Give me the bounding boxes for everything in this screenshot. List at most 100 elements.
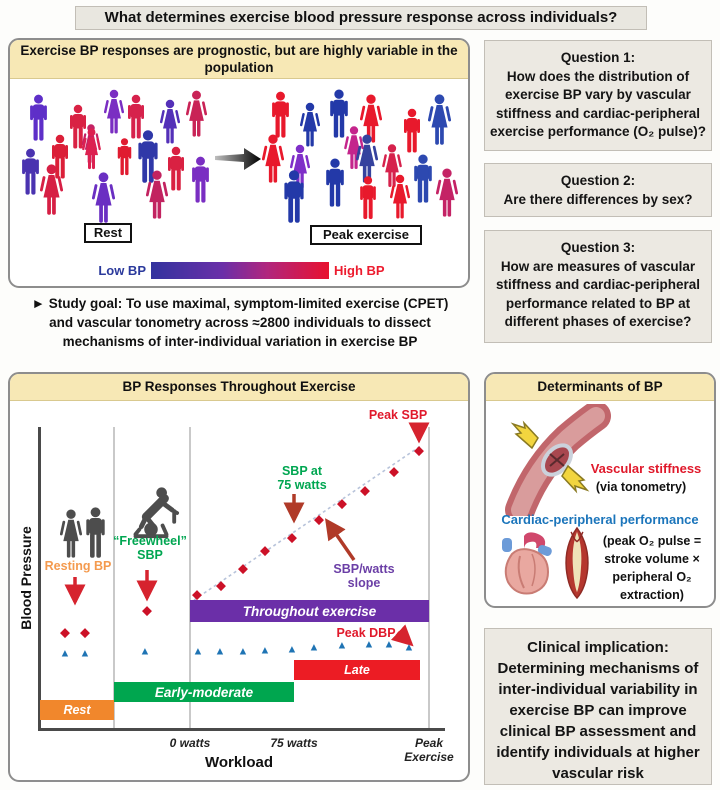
question-3-text: How are measures of vascular stiffness a… xyxy=(495,258,701,330)
person-male-icon xyxy=(326,158,344,207)
cardiac-peripheral-label: Cardiac-peripheral performance xyxy=(501,512,699,527)
chart-panel-header: BP Responses Throughout Exercise xyxy=(10,374,468,401)
person-female-icon xyxy=(428,94,451,145)
annotation-resting-bp: Resting BP xyxy=(44,559,112,573)
person-female-icon xyxy=(82,128,101,170)
x-tick-peak-exercise: Peak Exercise xyxy=(404,736,454,765)
dbp-point: ▲ xyxy=(259,644,271,657)
person-male-icon xyxy=(70,104,86,149)
gridline-0-watts xyxy=(189,427,191,728)
person-female-icon xyxy=(436,168,458,217)
person-female-icon xyxy=(300,102,320,147)
phase-bands: Rest Early-moderate Late Throughout exercis… xyxy=(10,374,468,780)
sbp-point: ◆ xyxy=(287,529,297,545)
dbp-point: ▲ xyxy=(214,645,226,658)
dbp-point: ▲ xyxy=(139,645,151,658)
sbp-point: ◆ xyxy=(314,511,324,527)
chart-annotations: Resting BP “Freewheel” SBP SBP at 75 watts SB… xyxy=(10,374,468,780)
person-male-icon xyxy=(128,94,144,139)
person-male-icon xyxy=(22,148,39,195)
muscle-icon xyxy=(565,526,589,600)
study-goal-line3: mechanisms of inter-individual variation… xyxy=(62,334,418,349)
bp-chart-panel: BP Responses Throughout Exercise Blood P… xyxy=(8,372,470,782)
y-axis xyxy=(38,427,41,730)
rest-label: Rest xyxy=(84,223,132,243)
vascular-stiffness-label: Vascular stiffness xyxy=(590,461,702,476)
cyclist-icon xyxy=(133,487,180,539)
chart-lines-overlay xyxy=(64,422,430,647)
peak-exercise-label: Peak exercise xyxy=(310,225,422,245)
question-1-box: Question 1: How does the distribution of… xyxy=(484,40,712,151)
via-tonometry-label: (via tonometry) xyxy=(595,480,687,494)
sbp-point: ◆ xyxy=(216,577,226,593)
annotation--freewheel-sbp: “Freewheel” SBP xyxy=(113,534,187,563)
study-goal: ► Study goal: To use maximal, symptom-li… xyxy=(10,294,470,351)
person-male-icon xyxy=(404,108,420,153)
clinical-implication-box: Clinical implication: Determining mechan… xyxy=(484,628,712,785)
sbp-point: ◆ xyxy=(337,495,347,511)
dbp-point: ▲ xyxy=(79,647,91,660)
annotation-peak-dbp: Peak DBP xyxy=(336,626,396,640)
person-male-icon xyxy=(414,154,432,203)
bp-gradient-bar xyxy=(151,262,329,279)
sbp-point: ◆ xyxy=(60,624,70,640)
gridline-peak xyxy=(428,427,430,728)
person-female-icon xyxy=(344,126,364,170)
x-axis-ticks: 0 watts 75 watts Peak Exercise xyxy=(10,374,468,780)
annotation-sbp-at-75-watts: SBP at 75 watts xyxy=(277,464,327,493)
sbp-point: ◆ xyxy=(414,442,424,458)
sbp-point: ◆ xyxy=(360,482,370,498)
person-female-icon xyxy=(390,174,410,219)
sbp-point: ◆ xyxy=(389,463,399,479)
person-female-icon xyxy=(382,144,402,188)
blood-vessel-icon xyxy=(505,404,611,516)
annotation-peak-sbp: Peak SBP xyxy=(368,408,428,422)
intro-panel-header: Exercise BP responses are prognostic, bu… xyxy=(10,40,468,79)
annotation-arrow xyxy=(391,624,414,647)
person-male-icon xyxy=(192,156,209,203)
x-axis xyxy=(38,728,445,731)
person-male-icon xyxy=(30,94,47,141)
question-3-title: Question 3: xyxy=(560,240,636,255)
question-1-title: Question 1: xyxy=(560,50,636,65)
page-title: What determines exercise blood pressure … xyxy=(75,6,647,30)
high-bp-label: High BP xyxy=(334,263,385,278)
crowd-rest xyxy=(20,86,225,236)
clinical-title: Clinical implication: xyxy=(527,639,669,656)
sbp-point: ◆ xyxy=(192,586,202,602)
person-male-icon xyxy=(272,91,289,138)
intro-panel: Exercise BP responses are prognostic, bu… xyxy=(8,38,470,288)
person-male-icon xyxy=(52,134,68,179)
sbp-point: ◆ xyxy=(80,624,90,640)
person-female-icon xyxy=(104,89,124,134)
sbp-point: ◆ xyxy=(260,542,270,558)
low-bp-label: Low BP xyxy=(98,263,146,278)
annotation-sbp-watts-slope: SBP/watts slope xyxy=(333,562,395,591)
phase-band-throughout-exercise: Throughout exercise xyxy=(190,600,429,622)
phase-band-rest: Rest xyxy=(40,700,114,720)
person-female-icon xyxy=(186,90,207,137)
transition-arrow-icon xyxy=(215,148,261,170)
sbp-point: ◆ xyxy=(142,602,152,618)
person-female-icon xyxy=(262,134,284,183)
sbp-point: ◆ xyxy=(238,560,248,576)
determinants-header: Determinants of BP xyxy=(486,374,714,401)
person-male-icon xyxy=(168,146,184,191)
dbp-point: ▲ xyxy=(59,647,71,660)
person-male-icon xyxy=(117,138,132,176)
phase-band-early-moderate: Early-moderate xyxy=(114,682,294,702)
person-female-icon xyxy=(40,164,63,215)
dbp-point: ▲ xyxy=(286,643,298,656)
question-1-text: How does the distribution of exercise BP… xyxy=(489,68,707,140)
dbp-point: ▲ xyxy=(403,641,415,654)
dbp-point: ▲ xyxy=(192,645,204,658)
dbp-point: ▲ xyxy=(308,641,320,654)
chart-points: ◆ ◆ ◆ ◆ ◆ ◆ ◆ ◆ ◆ ◆ ◆ ◆ ◆ ▲ ▲ ▲ ▲ ▲ ▲ ▲ ▲ ▲ ▲ ▲ ▲ ▲ xyxy=(10,374,468,780)
dbp-point: ▲ xyxy=(383,638,395,651)
question-2-text: Are there differences by sex? xyxy=(503,191,693,207)
o2-pulse-definition: (peak O₂ pulse = stroke volume × periphe… xyxy=(602,534,702,602)
sbp-trend-line xyxy=(193,444,423,601)
x-axis-label: Workload xyxy=(204,754,274,771)
heart-icon xyxy=(502,532,552,595)
person-male-icon xyxy=(284,170,304,223)
